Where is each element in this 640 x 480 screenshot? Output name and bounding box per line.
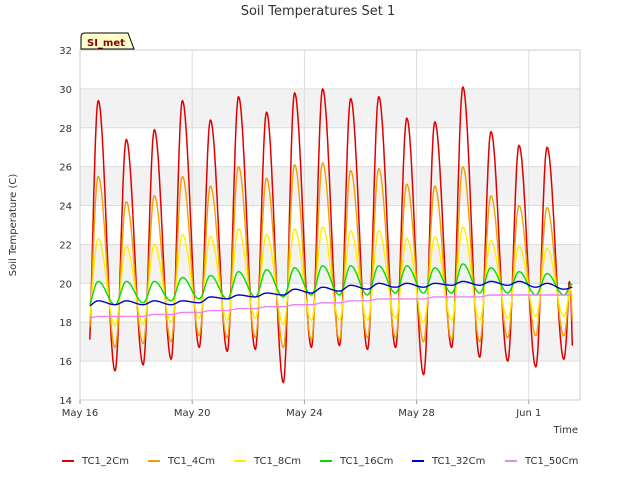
y-tick-label: 26 [59,163,72,174]
series-line-tc1-50cm [89,294,573,319]
legend-item: TC1_50Cm [505,456,578,467]
series-lines [89,86,574,384]
y-tick-label: 24 [59,202,72,213]
legend-item: TC1_8Cm [234,456,301,467]
series-line-tc1-8cm [89,226,573,327]
y-tick-label: 14 [59,396,72,407]
legend-item: TC1_4Cm [148,456,215,467]
legend-label: TC1_16Cm [339,456,393,467]
legend-item: TC1_32Cm [412,456,485,467]
y-tick-label: 30 [59,85,72,96]
y-axis-tick-labels: 14 16 18 20 22 24 26 28 30 32 [59,46,72,407]
x-tick-label: May 20 [174,408,211,419]
legend-label: TC1_50Cm [524,456,578,467]
series-line-tc1-16cm [89,263,573,306]
legend-label: TC1_4Cm [167,456,215,467]
chart-title: Soil Temperatures Set 1 [241,4,396,19]
x-tick-label: May 28 [398,408,435,419]
site-badge-label: SI_met [87,38,125,49]
x-tick-label: May 24 [286,408,323,419]
plot-frame [79,49,581,401]
x-tick-label: May 16 [62,408,99,419]
x-axis-tick-labels: May 16 May 20 May 24 May 28 Jun 1 [62,408,542,419]
x-axis-title: Time [553,425,578,436]
background-band [80,50,580,89]
series-line-tc1-32cm [89,280,573,307]
background-band [80,322,580,362]
y-tick-label: 20 [59,279,72,290]
legend-label: TC1_8Cm [253,456,301,467]
site-badge: SI_met [80,32,135,50]
y-tick-label: 18 [59,318,72,329]
y-tick-label: 28 [59,124,72,135]
site-badge-box [80,32,135,50]
legend-label: TC1_32Cm [431,456,485,467]
background-band [80,127,580,167]
background-band [80,361,580,400]
legend-item: TC1_16Cm [320,456,393,467]
background-band [80,88,580,128]
legend-label: TC1_2Cm [81,456,129,467]
y-axis-title: Soil Temperature (C) [8,174,19,277]
series-line-tc1-4cm [89,162,573,349]
y-tick-label: 16 [59,357,72,368]
series-line-tc1-2cm [89,86,574,384]
x-tick-label: Jun 1 [515,408,541,419]
y-tick-label: 32 [59,46,72,57]
y-tick-label: 22 [59,240,72,251]
legend: TC1_2Cm TC1_4Cm TC1_8Cm TC1_16Cm TC1_32Cm TC1… [62,456,578,467]
legend-item: TC1_2Cm [62,456,129,467]
